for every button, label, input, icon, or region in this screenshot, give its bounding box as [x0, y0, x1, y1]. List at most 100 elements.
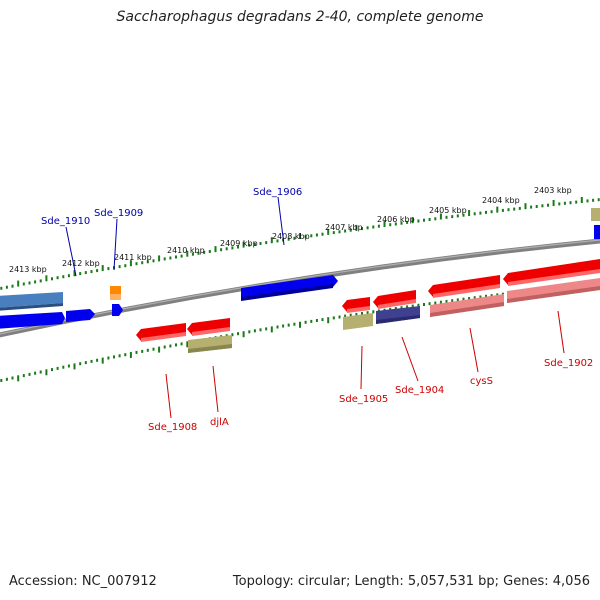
minor-tick — [107, 267, 110, 271]
gene-feature[interactable] — [503, 259, 600, 285]
minor-tick — [152, 347, 155, 351]
minor-tick — [349, 228, 352, 232]
minor-tick — [51, 277, 53, 281]
gene-feature[interactable] — [66, 309, 95, 322]
major-tick — [186, 250, 189, 257]
gene-feature[interactable] — [0, 312, 65, 329]
minor-tick — [586, 199, 589, 203]
gene-label[interactable]: djlA — [210, 417, 229, 428]
minor-tick — [56, 366, 59, 370]
gene-feature[interactable] — [594, 225, 600, 239]
outer-tick-ring — [0, 197, 600, 290]
gene-label[interactable]: Sde_1904 — [395, 385, 444, 396]
minor-tick — [124, 353, 127, 357]
major-tick — [496, 206, 499, 213]
kbp-label: 2411 kbp — [114, 253, 152, 262]
gene-feature[interactable] — [428, 275, 500, 297]
minor-tick — [265, 327, 268, 331]
bottom-label-leaders — [165, 310, 565, 419]
minor-tick — [575, 200, 578, 204]
minor-tick — [124, 264, 127, 268]
minor-tick — [406, 220, 409, 224]
minor-tick — [197, 251, 200, 255]
gene-label[interactable]: Sde_1908 — [148, 422, 197, 433]
minor-tick — [563, 201, 566, 205]
minor-tick — [175, 343, 177, 347]
accession-text: Accession: NC_007912 — [9, 574, 157, 589]
major-tick — [101, 357, 104, 364]
minor-tick — [485, 294, 487, 298]
minor-tick — [315, 319, 318, 322]
minor-tick — [141, 349, 144, 353]
minor-tick — [434, 301, 437, 305]
gene-shadow — [0, 303, 63, 311]
minor-tick — [389, 307, 392, 311]
minor-tick — [287, 323, 290, 327]
gene-feature[interactable] — [110, 286, 121, 294]
minor-tick — [259, 328, 262, 332]
major-tick — [17, 375, 20, 382]
minor-tick — [51, 368, 53, 372]
top-label-leaders — [65, 196, 285, 277]
minor-tick — [248, 243, 251, 247]
minor-tick — [400, 221, 403, 225]
minor-tick — [237, 245, 239, 249]
minor-tick — [28, 372, 31, 376]
gene-feature[interactable] — [0, 292, 63, 308]
gene-label[interactable]: Sde_1909 — [94, 208, 143, 219]
gene-shadow — [347, 306, 370, 313]
minor-tick — [423, 218, 425, 222]
minor-tick — [597, 198, 600, 202]
gene-label[interactable]: Sde_1902 — [544, 358, 593, 369]
minor-tick — [96, 269, 99, 273]
minor-tick — [592, 198, 595, 202]
minor-tick — [79, 272, 82, 276]
major-tick — [73, 270, 76, 277]
gene-feature[interactable] — [591, 208, 600, 221]
minor-tick — [423, 303, 425, 306]
top-gene-labels: Sde_1910 Sde_1909 Sde_1906 — [41, 187, 302, 227]
minor-tick — [79, 362, 82, 366]
kbp-label: 2408 kbp — [272, 232, 310, 241]
gene-label[interactable]: Sde_1910 — [41, 216, 90, 227]
major-tick — [242, 331, 245, 338]
gene-feature[interactable] — [112, 304, 123, 316]
gene-label[interactable]: cysS — [470, 376, 493, 387]
gene-feature[interactable] — [110, 294, 121, 300]
minor-tick — [372, 225, 375, 229]
gene-label[interactable]: Sde_1906 — [253, 187, 302, 198]
minor-tick — [310, 319, 313, 323]
minor-tick — [462, 213, 465, 217]
minor-tick — [389, 223, 392, 227]
minor-tick — [28, 281, 31, 285]
minor-tick — [338, 230, 341, 234]
gene-shadow — [376, 315, 420, 324]
major-tick — [73, 363, 76, 370]
gene-shadow — [241, 284, 333, 301]
gene-feature[interactable] — [343, 313, 373, 330]
major-tick — [186, 341, 189, 348]
minor-tick — [344, 314, 347, 318]
minor-tick — [535, 205, 538, 208]
kbp-label: 2404 kbp — [482, 196, 520, 205]
minor-tick — [310, 234, 313, 238]
minor-tick — [163, 257, 166, 261]
minor-tick — [22, 374, 25, 378]
minor-tick — [67, 364, 70, 368]
major-tick — [299, 321, 301, 328]
minor-tick — [118, 354, 121, 358]
genome-summary-text: Topology: circular; Length: 5,057,531 bp… — [232, 574, 590, 589]
minor-tick — [107, 356, 110, 360]
minor-tick — [406, 305, 409, 309]
major-tick — [158, 255, 161, 262]
genome-title: Saccharophagus degradans 2-40, complete … — [116, 9, 484, 25]
minor-tick — [332, 316, 335, 320]
major-tick — [214, 246, 217, 253]
minor-tick — [180, 254, 183, 258]
minor-tick — [490, 294, 493, 298]
minor-tick — [338, 315, 341, 319]
minor-tick — [507, 208, 510, 212]
gene-label[interactable]: Sde_1905 — [339, 394, 388, 405]
major-tick — [468, 210, 471, 216]
